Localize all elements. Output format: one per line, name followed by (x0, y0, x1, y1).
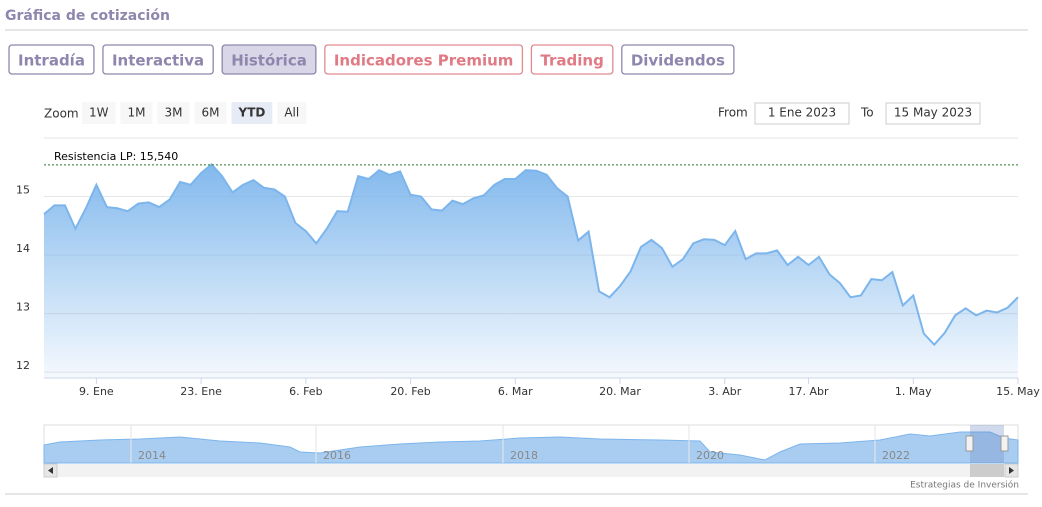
tab[interactable]: Indicadores Premium (324, 44, 524, 75)
x-tick-label: 17. Abr (789, 385, 829, 398)
from-value: 1 Ene 2023 (768, 106, 836, 120)
y-tick-label: 12 (16, 359, 30, 372)
arrow (1009, 467, 1014, 474)
x-tick-label: 20. Mar (599, 385, 641, 398)
zoom-option: YTD (238, 106, 266, 120)
arrow (48, 467, 53, 474)
navigator-series (43, 431, 1019, 464)
to-input[interactable] (885, 102, 981, 125)
tab-label: Intradía (18, 52, 85, 70)
tab-box (530, 44, 614, 75)
x-tick-label: 6. Feb (289, 385, 322, 398)
x-tick-label: 6. Mar (498, 385, 533, 398)
navigator-label: 2020 (696, 449, 724, 462)
zoom-button[interactable] (157, 102, 190, 124)
tab-box (221, 44, 317, 75)
scroll-thumb[interactable] (970, 464, 1004, 477)
zoom-button[interactable] (120, 102, 153, 124)
tab-box (102, 44, 214, 75)
zoom-label: Zoom (44, 107, 79, 121)
navigator-handle[interactable] (965, 435, 974, 452)
zoom-option: All (284, 106, 299, 120)
tab-label: Indicadores Premium (334, 52, 514, 70)
navigator-label: 2018 (510, 449, 538, 462)
zoom-option: 6M (202, 106, 220, 120)
tab-box (621, 44, 735, 75)
tab-label: Trading (540, 52, 603, 70)
tab[interactable]: Intradía (8, 44, 95, 75)
x-tick-label: 1. May (895, 385, 932, 398)
to-label: To (860, 106, 874, 120)
x-tick-label: 9. Ene (79, 385, 114, 398)
tab-box (8, 44, 95, 75)
navigator-label: 2014 (138, 449, 166, 462)
from-input[interactable] (754, 102, 850, 125)
zoom-button[interactable] (194, 102, 227, 124)
x-tick-label: 23. Ene (180, 385, 222, 398)
tab[interactable]: Interactiva (102, 44, 214, 75)
y-tick-label: 15 (16, 184, 30, 197)
x-tick-label: 15. May (996, 385, 1040, 398)
y-tick-label: 14 (16, 242, 30, 255)
area (44, 164, 1018, 378)
tab[interactable]: Trading (530, 44, 614, 75)
navigator-label: 2022 (882, 449, 910, 462)
x-tick-label: 20. Feb (390, 385, 430, 398)
zoom-button[interactable] (231, 102, 273, 124)
credits: Estrategias de Inversión (910, 480, 1019, 491)
tab[interactable]: Histórica (221, 44, 317, 75)
tab-label: Interactiva (112, 52, 204, 70)
tab[interactable]: Dividendos (621, 44, 735, 75)
tab-box (324, 44, 524, 75)
navigator-selection[interactable] (970, 425, 1004, 463)
x-tick-label: 3. Abr (708, 385, 741, 398)
scrollbar[interactable] (44, 464, 1018, 477)
line (43, 162, 1019, 347)
tab-label: Histórica (231, 52, 307, 70)
to-value: 15 May 2023 (894, 106, 972, 120)
zoom-button[interactable] (277, 102, 307, 124)
zoom-option: 3M (165, 106, 183, 120)
zoom-button[interactable] (82, 102, 116, 124)
from-label: From (718, 106, 748, 120)
zoom-option: 1W (89, 106, 109, 120)
tab-label: Dividendos (631, 52, 725, 70)
zoom-option: 1M (128, 106, 146, 120)
annotation: Resistencia LP: 15,540 (54, 150, 178, 163)
y-tick-label: 13 (16, 301, 30, 314)
navigator-handle[interactable] (1000, 435, 1009, 452)
page-title: Gráfica de cotización (5, 8, 170, 24)
navigator-label: 2016 (323, 449, 351, 462)
